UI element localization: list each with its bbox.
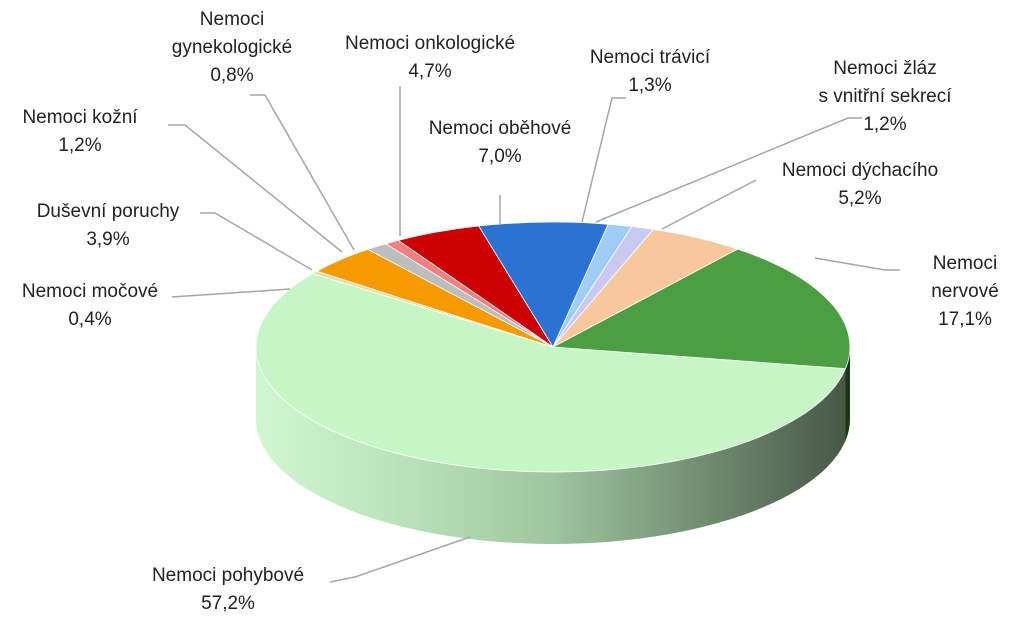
- category-label: Nemoci nervové: [931, 253, 999, 302]
- category-label: Nemoci trávicí: [589, 47, 711, 68]
- side-shade: [256, 347, 850, 544]
- value-label: 4,7%: [408, 61, 452, 82]
- slice-label: Nemoci kožní 1,2%: [22, 104, 137, 160]
- category-label: Nemoci žláz s vnitřní sekrecí: [818, 58, 952, 107]
- category-label: Nemoci dýchacího: [781, 160, 939, 181]
- value-label: 0,4%: [68, 309, 112, 330]
- category-label: Nemoci močové: [21, 281, 159, 302]
- leader-line: [200, 212, 313, 271]
- value-label: 1,3%: [628, 75, 672, 96]
- category-label: Duševní poruchy: [36, 201, 180, 222]
- leader-line: [168, 124, 343, 253]
- value-label: 1,2%: [58, 135, 102, 156]
- slice-label: Duševní poruchy 3,9%: [37, 198, 180, 254]
- slice: [478, 221, 609, 348]
- value-label: 0,8%: [210, 65, 254, 86]
- slice-label: Nemoci žláz s vnitřní sekrecí 1,2%: [818, 55, 951, 139]
- leader-line: [814, 257, 900, 271]
- leader-line: [250, 94, 355, 251]
- leader-line: [595, 117, 862, 223]
- slice-label: Nemoci oběhové 7,0%: [429, 115, 572, 171]
- value-label: 57,2%: [201, 593, 255, 614]
- category-label: Nemoci pohybové: [151, 565, 305, 586]
- slice-label: Nemoci dýchacího 5,2%: [782, 157, 938, 213]
- leader-line: [661, 179, 757, 230]
- category-label: Nemoci oběhové: [428, 118, 572, 139]
- slice: [255, 273, 847, 473]
- value-label: 5,2%: [838, 188, 882, 209]
- slice: [551, 248, 851, 370]
- value-label: 1,2%: [863, 114, 907, 135]
- value-label: 3,9%: [86, 229, 130, 250]
- slice-label: Nemoci nervové 17,1%: [930, 250, 1000, 334]
- slice-label: Nemoci pohybové 57,2%: [152, 562, 304, 617]
- slice-label: Nemoci močové 0,4%: [22, 278, 158, 334]
- leader-line: [329, 536, 471, 583]
- slice-label: Nemoci onkologické 4,7%: [345, 30, 515, 86]
- leader-line: [581, 97, 626, 223]
- leader-line: [171, 288, 291, 298]
- slice-label: Nemoci trávicí 1,3%: [590, 44, 710, 100]
- category-label: Nemoci onkologické: [344, 33, 516, 54]
- slice-label: Nemoci gynekologické 0,8%: [172, 6, 292, 90]
- value-label: 17,1%: [938, 309, 992, 330]
- category-label: Nemoci kožní: [22, 107, 138, 128]
- category-label: Nemoci gynekologické: [171, 9, 293, 58]
- value-label: 7,0%: [478, 146, 522, 167]
